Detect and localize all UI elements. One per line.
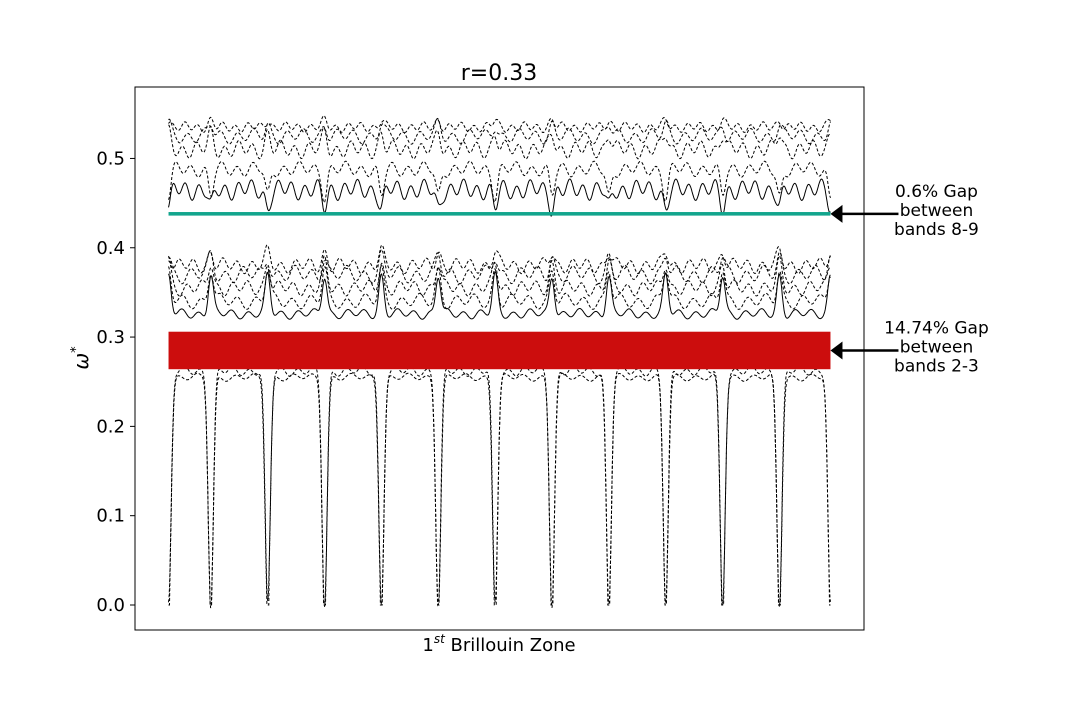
chart-title: r=0.33: [461, 61, 537, 86]
band-line-7: [168, 244, 831, 275]
gap-bands-8-9-bar: [168, 212, 831, 216]
gap-bands-2-3-label-line-0: 14.74% Gap: [884, 318, 989, 338]
gap-bands-2-3-bar: [168, 331, 831, 370]
gap-bands-2-3-label-line-1: between: [900, 337, 974, 357]
band-line-9: [168, 160, 831, 204]
gap-bands-8-9-label-line-0: 0.6% Gap: [895, 182, 978, 202]
y-axis-label: ω*: [69, 346, 93, 370]
gap-bands-2-3-arrow-head: [830, 341, 843, 360]
band-line-4: [168, 265, 831, 310]
y-tick-label-4: 0.4: [96, 238, 125, 259]
y-tick-label-0: 0.0: [96, 595, 125, 616]
band-line-12: [168, 115, 831, 134]
band-line-6: [168, 248, 831, 285]
x-axis-label: 1st Brillouin Zone: [422, 632, 575, 656]
band-line-8: [168, 178, 831, 217]
band-line-3: [168, 270, 831, 320]
band-line-10: [168, 124, 831, 160]
y-tick-label-2: 0.2: [96, 416, 125, 437]
gap-bands-8-9-label-line-1: between: [900, 201, 974, 221]
y-tick-label-1: 0.1: [96, 506, 125, 527]
gap-bands-2-3-label-line-2: bands 2-3: [894, 356, 979, 376]
band-line-2: [168, 365, 831, 609]
band-line-1: [168, 372, 831, 606]
gap-bands-8-9-label-line-2: bands 8-9: [894, 220, 979, 240]
plot-frame: [134, 86, 865, 631]
band-line-11: [168, 117, 831, 145]
y-tick-label-5: 0.5: [96, 148, 125, 169]
band-line-5: [168, 254, 831, 297]
y-tick-label-3: 0.3: [96, 327, 125, 348]
gap-bars: [168, 212, 831, 370]
y-axis: 0.0 0.1 0.2 0.3 0.4 0.5: [96, 148, 135, 616]
gap-bands-8-9-arrow-head: [830, 204, 843, 223]
